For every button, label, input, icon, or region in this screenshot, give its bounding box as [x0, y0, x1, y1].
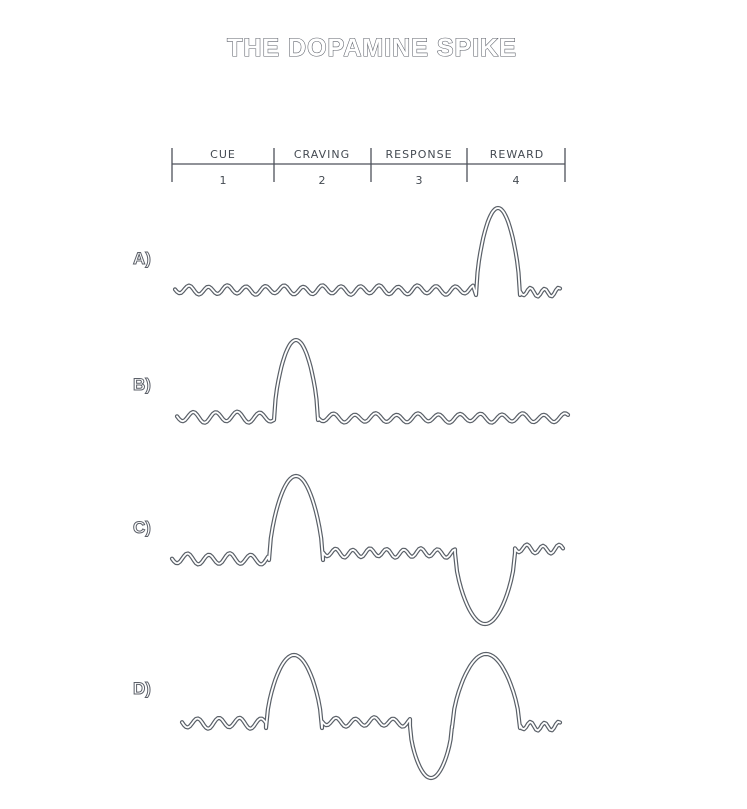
wave-d-outline: [182, 654, 560, 778]
dopamine-wave-b: [177, 340, 568, 423]
dopamine-wave-d: [182, 654, 560, 778]
phase-timeline: CUE CRAVING RESPONSE REWARD 1 2 3 4: [172, 148, 565, 187]
diagram-title: THE DOPAMINE SPIKE: [227, 34, 517, 62]
phase-label-cue: CUE: [210, 148, 236, 161]
dopamine-wave-a: [175, 208, 560, 297]
phase-number-2: 2: [319, 174, 326, 187]
wave-c-line: [172, 476, 563, 624]
wave-a-line: [175, 208, 560, 297]
phase-label-craving: CRAVING: [294, 148, 350, 161]
row-label-a: A): [133, 249, 151, 268]
phase-number-4: 4: [513, 174, 520, 187]
row-label-c: C): [133, 518, 151, 537]
phase-number-3: 3: [416, 174, 423, 187]
phase-label-response: RESPONSE: [385, 148, 452, 161]
phase-number-1: 1: [220, 174, 227, 187]
wave-b-outline: [177, 340, 568, 423]
row-label-d: D): [133, 679, 151, 698]
phase-label-reward: REWARD: [490, 148, 545, 161]
dopamine-wave-c: [172, 476, 563, 624]
row-label-b: B): [133, 375, 151, 394]
wave-a-outline: [175, 208, 560, 297]
